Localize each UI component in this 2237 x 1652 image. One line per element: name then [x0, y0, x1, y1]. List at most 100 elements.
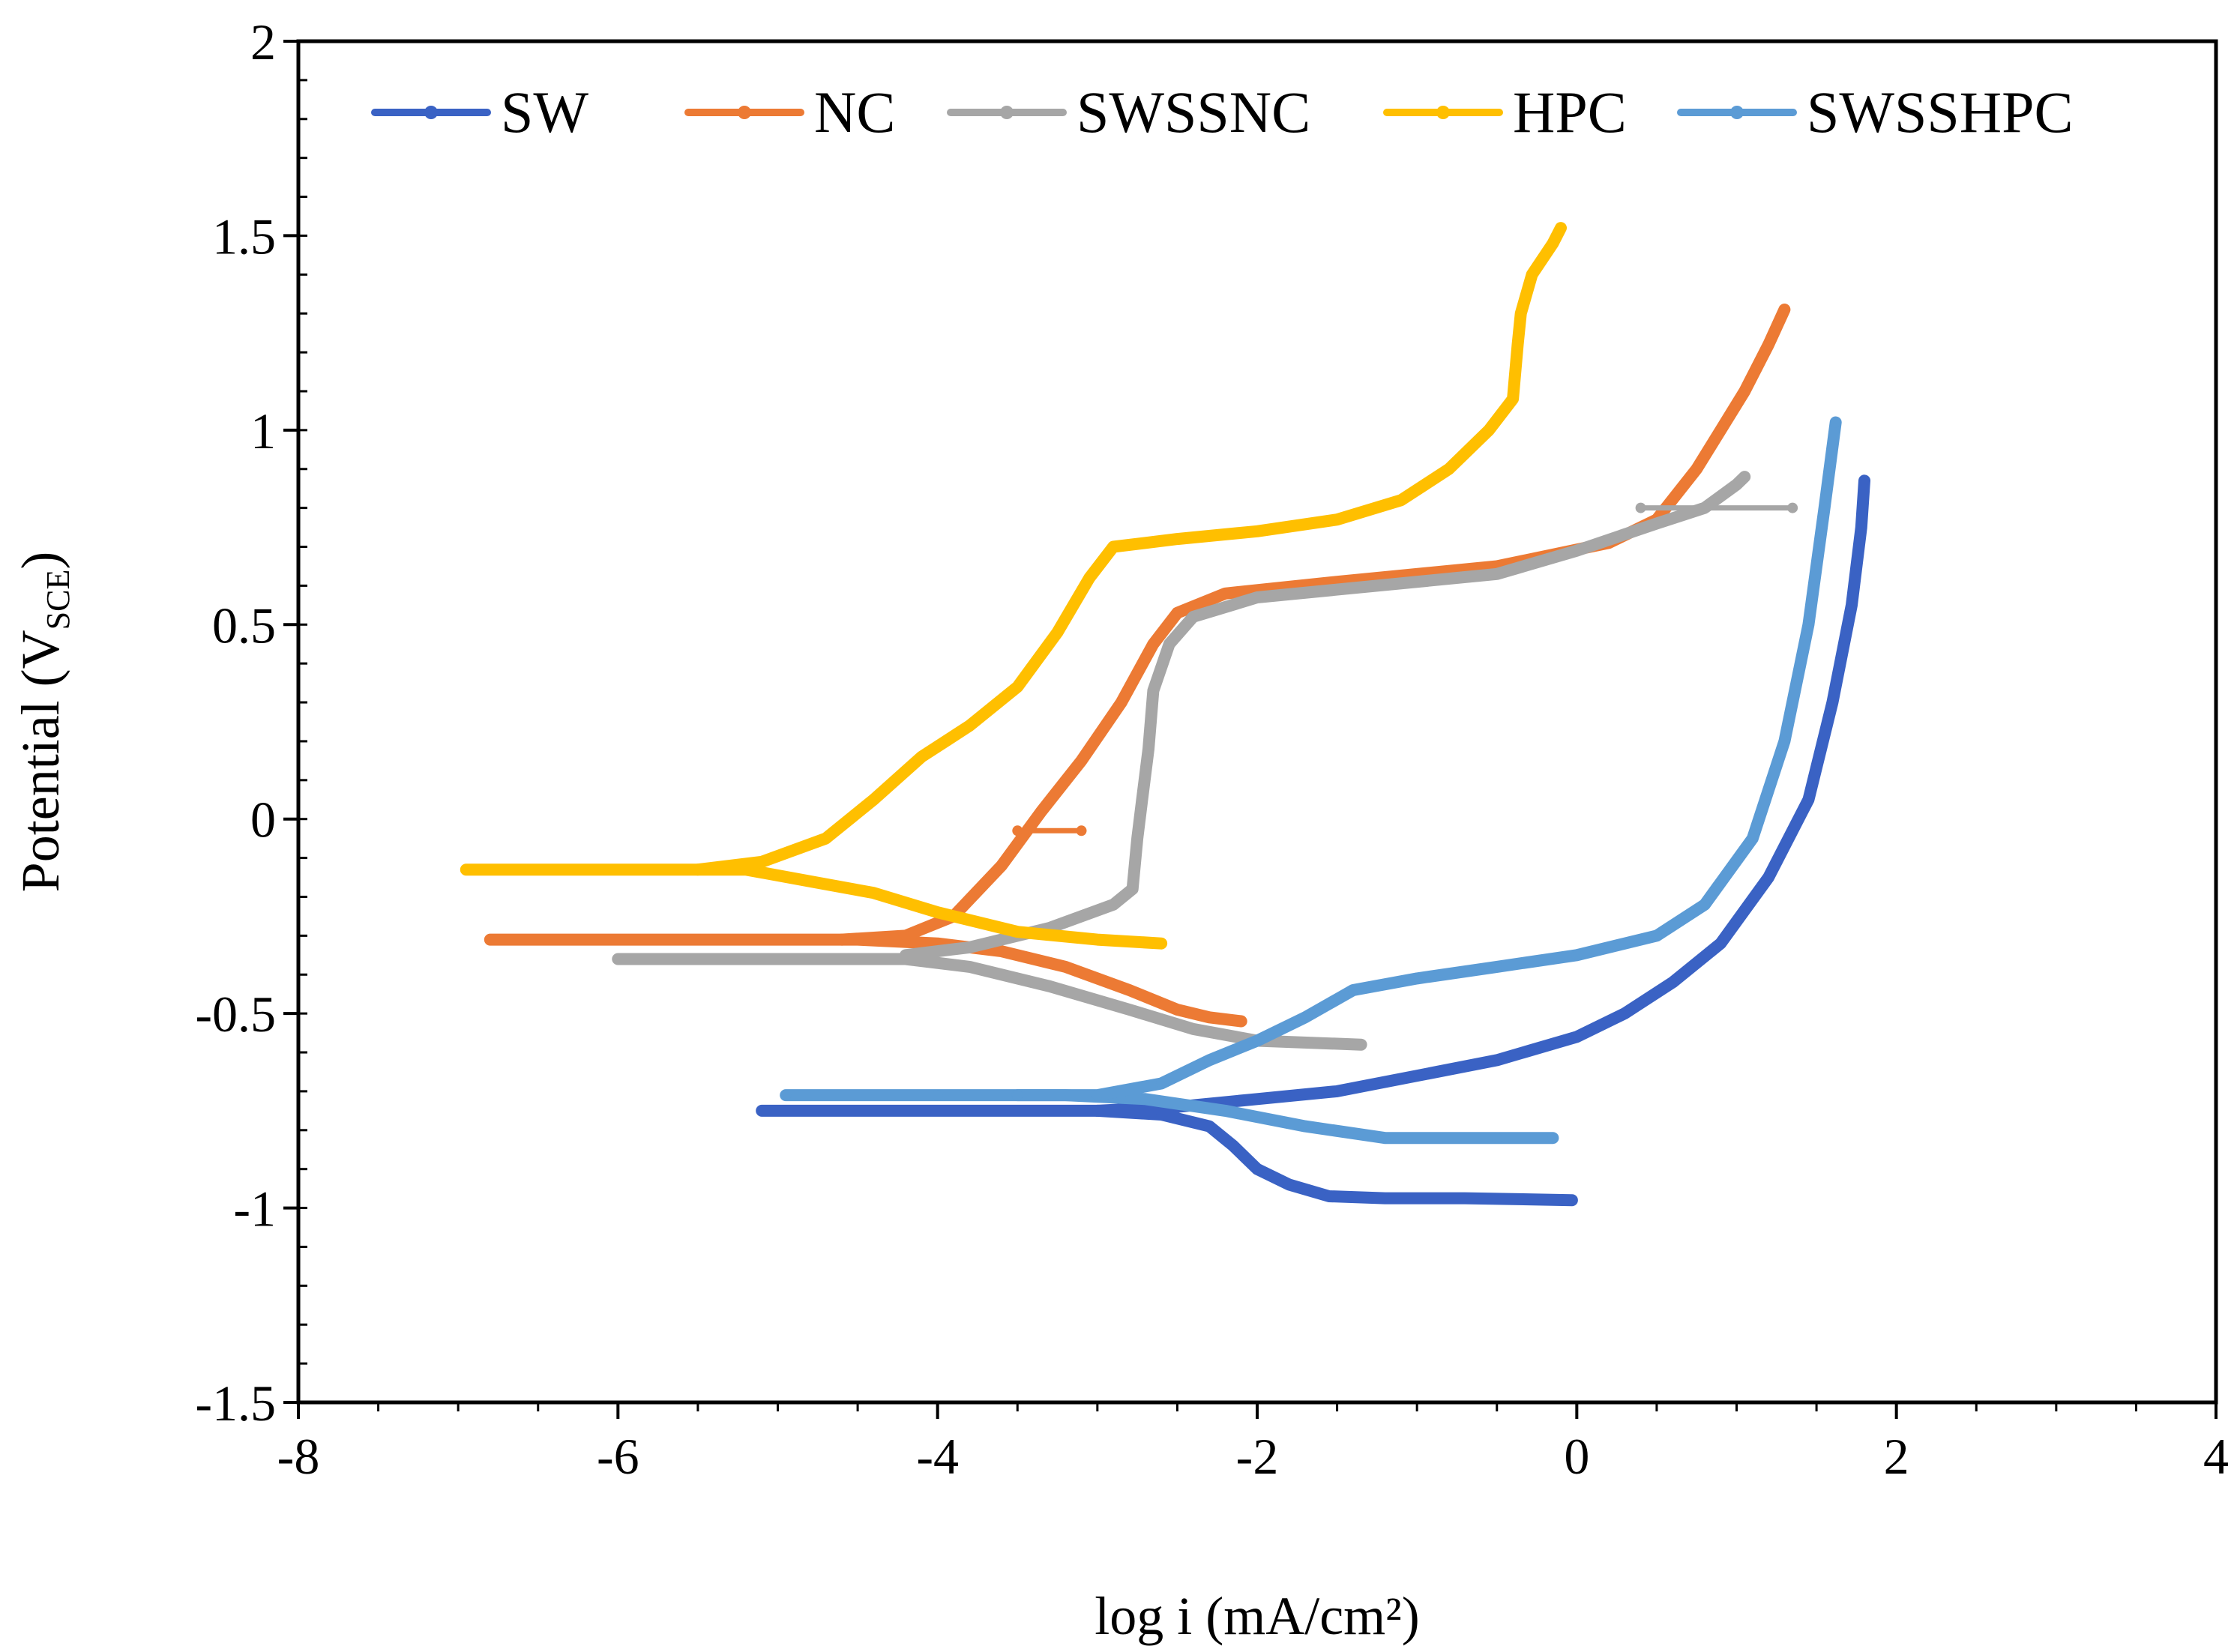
y-axis-title-subscript: SCE [40, 570, 76, 630]
data-point-hpc [1156, 938, 1167, 949]
data-point-sw [852, 1105, 864, 1116]
tick-layer: -1.5 -1 -0.5 0 0.5 1 1.5 2 -8 -6 -4 -2 0 2 4 [195, 13, 2229, 1485]
data-point-swssnc [900, 950, 911, 961]
x-axis-title: log i (mA/cm²) [1095, 1586, 1420, 1646]
data-point-swsshpc [1803, 619, 1814, 630]
data-point-hpc [1512, 339, 1523, 350]
data-point-swssnc [1124, 1004, 1135, 1015]
data-point-swssnc [1143, 744, 1154, 755]
data-point-swsshpc [1491, 961, 1502, 972]
data-point-swssnc [1635, 502, 1646, 513]
data-point-nc [996, 860, 1007, 871]
data-point-sw [1859, 475, 1870, 486]
data-point-swsshpc [1300, 1012, 1310, 1023]
data-point-hpc [1515, 308, 1526, 319]
data-point-sw [1283, 1179, 1295, 1190]
data-point-hpc [756, 856, 768, 867]
data-point-nc [1715, 424, 1726, 435]
data-point-swssnc [1252, 592, 1262, 603]
data-point-swsshpc [1412, 973, 1423, 984]
data-point-swssnc [1731, 479, 1742, 490]
data-point-swsshpc [1139, 1094, 1151, 1105]
data-point-nc [836, 934, 847, 945]
data-point-swsshpc [1571, 950, 1583, 961]
data-point-swssnc [1739, 471, 1750, 483]
data-point-hpc [692, 864, 703, 875]
data-point-hpc [1331, 514, 1343, 525]
data-point-sw [1566, 1195, 1577, 1206]
data-point-hpc [1012, 681, 1023, 693]
data-point-swssnc [1163, 639, 1175, 650]
legend-marker-sw [424, 106, 438, 119]
data-point-nc [1220, 588, 1231, 599]
data-point-sw [1379, 1193, 1391, 1204]
data-point-sw [1228, 1140, 1238, 1151]
data-point-nc [484, 934, 496, 945]
data-point-swsshpc [1819, 502, 1830, 513]
data-point-nc [1076, 825, 1087, 836]
data-point-nc [1779, 304, 1790, 315]
data-point-nc [1172, 607, 1183, 618]
series-nc-cathodic [484, 933, 1247, 1028]
data-point-hpc [916, 751, 927, 762]
data-point-hpc [1484, 424, 1495, 435]
x-tick-label: 0 [1564, 1428, 1589, 1485]
data-point-swssnc [1787, 502, 1798, 513]
legend-label-sw: SW [501, 79, 588, 145]
data-point-hpc [820, 833, 831, 844]
data-point-sw [1571, 1031, 1583, 1043]
y-tick-label: -1 [233, 1181, 276, 1238]
data-point-swssnc [1136, 794, 1148, 805]
x-tick-label: -8 [277, 1428, 320, 1485]
data-point-swsshpc [1156, 1078, 1167, 1089]
data-point-swsshpc [1779, 735, 1790, 747]
data-point-sw [964, 1105, 975, 1116]
data-point-swsshpc [1300, 1121, 1310, 1132]
data-point-sw [1092, 1105, 1103, 1116]
data-point-swsshpc [1220, 1105, 1231, 1116]
data-point-hpc [1052, 627, 1063, 638]
y-axis-title-close: ) [10, 552, 70, 570]
data-point-swssnc [964, 961, 975, 972]
data-point-nc [1691, 463, 1702, 474]
data-point-swsshpc [1830, 417, 1841, 428]
data-point-sw [756, 1105, 768, 1116]
legend-label-nc: NC [814, 79, 895, 145]
data-point-swsshpc [1651, 930, 1662, 941]
data-point-swsshpc [1699, 899, 1710, 910]
data-point-swsshpc [1092, 1090, 1103, 1101]
y-tick-label: 0 [250, 792, 276, 848]
data-point-hpc [1012, 926, 1023, 938]
data-point-nc [1763, 339, 1774, 350]
data-point-sw [1252, 1163, 1262, 1175]
data-point-nc [1148, 639, 1159, 650]
data-point-sw [1855, 522, 1867, 533]
data-point-nc [1116, 697, 1127, 708]
y-tick-label: 0.5 [212, 597, 276, 654]
data-point-sw [1667, 977, 1678, 988]
data-point-swssnc [964, 941, 975, 953]
data-point-hpc [1252, 525, 1262, 537]
data-point-hpc [964, 720, 975, 732]
data-point-swsshpc [1547, 1133, 1559, 1144]
y-tick-label: 1.5 [212, 208, 276, 265]
data-point-sw [1204, 1121, 1215, 1132]
data-point-hpc [868, 794, 879, 805]
data-point-sw [1803, 794, 1814, 805]
data-point-hpc [1556, 223, 1566, 234]
data-point-nc [1235, 1016, 1247, 1027]
y-axis-title: Potential (VSCE) [10, 552, 76, 893]
data-point-nc [996, 946, 1007, 957]
data-point-swssnc [1187, 611, 1199, 622]
data-point-swssnc [1132, 833, 1143, 844]
data-point-hpc [932, 907, 943, 918]
data-point-nc [900, 930, 911, 941]
y-tick-label: 1 [250, 403, 276, 459]
legend-label-swsshpc: SWSSHPC [1807, 79, 2074, 145]
data-point-sw [1412, 1070, 1423, 1082]
legend-marker-hpc [1436, 106, 1450, 119]
data-point-sw [1763, 872, 1774, 883]
data-point-sw [1619, 1008, 1631, 1019]
data-point-swssnc [772, 953, 783, 965]
